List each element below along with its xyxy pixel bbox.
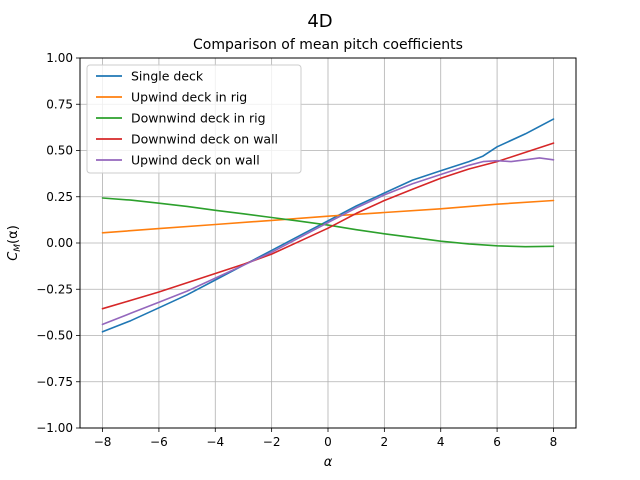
legend-label-3: Downwind deck in rig <box>131 111 266 126</box>
series-line-4 <box>101 142 555 310</box>
x-tick-label: −8 <box>94 435 112 449</box>
x-axis-label: α <box>324 455 333 470</box>
y-tick-label: −0.25 <box>36 282 73 296</box>
series-line-5 <box>101 157 555 326</box>
legend-label-4: Downwind deck on wall <box>131 132 278 147</box>
x-tick-label: 2 <box>381 435 389 449</box>
chart-suptitle: 4D <box>307 11 332 32</box>
y-axis-label: CM(α) <box>6 225 23 261</box>
y-tick-label: 0.00 <box>46 236 73 250</box>
legend-label-2: Upwind deck in rig <box>131 90 247 105</box>
y-tick-label: 0.50 <box>46 144 73 158</box>
x-tick-label: 8 <box>550 435 558 449</box>
series-layer <box>101 118 555 333</box>
x-tick-label: −4 <box>206 435 224 449</box>
x-tick-label: 6 <box>493 435 501 449</box>
legend-label-1: Single deck <box>131 69 204 84</box>
y-tick-label: −0.50 <box>36 329 73 343</box>
y-axis-label-arg: (α) <box>6 225 21 244</box>
legend-label-5: Upwind deck on wall <box>131 153 260 168</box>
x-tick-label: 4 <box>437 435 445 449</box>
ticks: −8 −6 −4 −2 0 2 4 6 8 −1.00 −0.75 −0.50 −0.25 0.00 0.2… <box>36 51 557 449</box>
x-tick-label: −6 <box>150 435 168 449</box>
series-line-1 <box>101 118 555 333</box>
y-tick-label: −0.75 <box>36 375 73 389</box>
chart-title: Comparison of mean pitch coefficients <box>193 37 463 53</box>
series-line-2 <box>101 199 555 234</box>
y-tick-label: 0.25 <box>46 190 73 204</box>
x-tick-label: 0 <box>324 435 332 449</box>
y-tick-label: 1.00 <box>46 51 73 65</box>
y-tick-label: 0.75 <box>46 97 73 111</box>
y-axis-label-main: C <box>6 251 21 261</box>
y-tick-label: −1.00 <box>36 421 73 435</box>
x-tick-label: −2 <box>263 435 281 449</box>
series-line-3 <box>101 197 555 248</box>
legend-box <box>86 64 302 174</box>
y-axis-label-sub: M <box>13 244 23 252</box>
legend: Single deck Upwind deck in rig Downwind de… <box>86 64 302 174</box>
